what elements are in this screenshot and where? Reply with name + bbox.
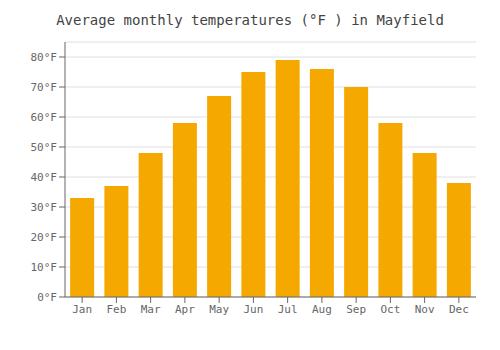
svg-text:Jan: Jan <box>72 303 92 316</box>
svg-text:Sep: Sep <box>346 303 366 316</box>
svg-text:Nov: Nov <box>415 303 435 316</box>
svg-text:Jul: Jul <box>278 303 298 316</box>
svg-text:Aug: Aug <box>312 303 332 316</box>
svg-text:80°F: 80°F <box>31 51 58 64</box>
svg-text:40°F: 40°F <box>31 171 58 184</box>
svg-text:0°F: 0°F <box>37 291 57 304</box>
svg-text:20°F: 20°F <box>31 231 58 244</box>
svg-text:30°F: 30°F <box>31 201 58 214</box>
svg-text:60°F: 60°F <box>31 111 58 124</box>
svg-text:10°F: 10°F <box>31 261 58 274</box>
svg-text:50°F: 50°F <box>31 141 58 154</box>
svg-text:Mar: Mar <box>141 303 161 316</box>
svg-text:Feb: Feb <box>106 303 126 316</box>
svg-text:Apr: Apr <box>175 303 195 316</box>
svg-text:Dec: Dec <box>449 303 469 316</box>
html-text:Average monthly temperatures (: Average monthly temperatures (°F ) in Ma… <box>56 12 444 28</box>
svg-text:Oct: Oct <box>380 303 400 316</box>
svg-text:70°F: 70°F <box>31 81 58 94</box>
svg-text:May: May <box>209 303 229 316</box>
svg-text:Jun: Jun <box>243 303 263 316</box>
